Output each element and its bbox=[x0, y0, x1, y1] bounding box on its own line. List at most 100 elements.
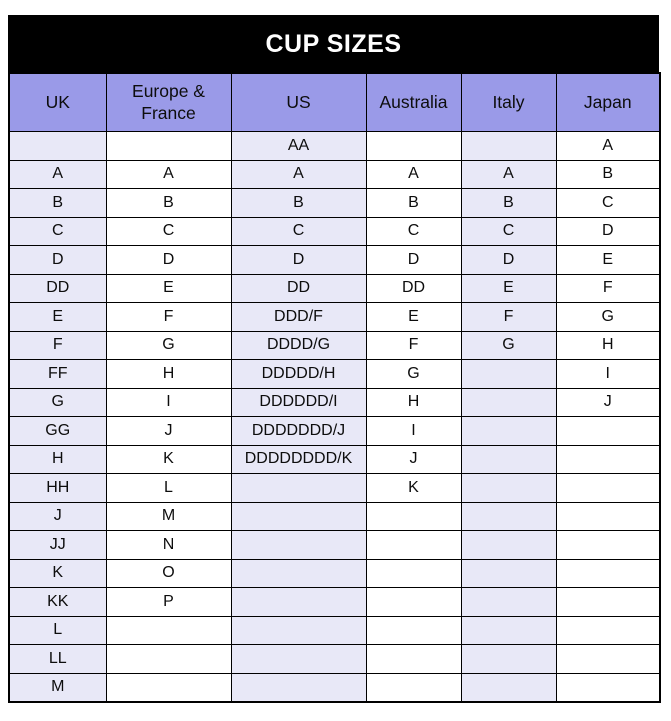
cell-uk-row13: HH bbox=[8, 473, 107, 503]
cell-australia-row1 bbox=[365, 131, 462, 161]
cell-italy-row16 bbox=[460, 558, 557, 588]
cell-us-row18 bbox=[230, 615, 367, 645]
cell-italy-row5: D bbox=[460, 245, 557, 275]
cell-us-row14 bbox=[230, 501, 367, 531]
cell-australia-row6: DD bbox=[365, 273, 462, 303]
cell-us-row12: DDDDDDDD/K bbox=[230, 444, 367, 474]
cell-australia-row14 bbox=[365, 501, 462, 531]
table-row: E F DDD/F E F G bbox=[8, 302, 661, 332]
cell-europe-france-row2: A bbox=[105, 159, 232, 189]
cell-europe-france-row9: H bbox=[105, 359, 232, 389]
cell-us-row19 bbox=[230, 644, 367, 674]
cell-japan-row9: I bbox=[555, 359, 661, 389]
cell-uk-row20: M bbox=[8, 672, 107, 703]
cell-europe-france-row18 bbox=[105, 615, 232, 645]
cell-uk-row18: L bbox=[8, 615, 107, 645]
cell-italy-row4: C bbox=[460, 216, 557, 246]
cell-europe-france-row6: E bbox=[105, 273, 232, 303]
cell-europe-france-row16: O bbox=[105, 558, 232, 588]
cell-italy-row10 bbox=[460, 387, 557, 417]
cell-uk-row11: GG bbox=[8, 416, 107, 446]
cell-uk-row16: K bbox=[8, 558, 107, 588]
table-row: M bbox=[8, 672, 661, 703]
cell-australia-row20 bbox=[365, 672, 462, 703]
cell-italy-row15 bbox=[460, 530, 557, 560]
cup-size-chart: CUP SIZES UK Europe & France US Australia It… bbox=[8, 15, 661, 703]
cell-italy-row18 bbox=[460, 615, 557, 645]
cell-japan-row18 bbox=[555, 615, 661, 645]
cell-australia-row7: E bbox=[365, 302, 462, 332]
cell-italy-row2: A bbox=[460, 159, 557, 189]
cell-uk-row10: G bbox=[8, 387, 107, 417]
cell-italy-row7: F bbox=[460, 302, 557, 332]
cell-australia-row5: D bbox=[365, 245, 462, 275]
cell-europe-france-row7: F bbox=[105, 302, 232, 332]
cell-japan-row7: G bbox=[555, 302, 661, 332]
cell-italy-row6: E bbox=[460, 273, 557, 303]
table-row: L bbox=[8, 615, 661, 645]
cell-us-row15 bbox=[230, 530, 367, 560]
cell-italy-row3: B bbox=[460, 188, 557, 218]
cell-uk-row15: JJ bbox=[8, 530, 107, 560]
column-header-australia: Australia bbox=[365, 72, 462, 132]
cell-italy-row17 bbox=[460, 587, 557, 617]
cup-size-table: UK Europe & France US Australia Italy Japan A… bbox=[8, 72, 661, 703]
cell-japan-row5: E bbox=[555, 245, 661, 275]
cell-us-row4: C bbox=[230, 216, 367, 246]
cell-us-row6: DD bbox=[230, 273, 367, 303]
cell-italy-row19 bbox=[460, 644, 557, 674]
cell-australia-row4: C bbox=[365, 216, 462, 246]
cell-europe-france-row11: J bbox=[105, 416, 232, 446]
cell-europe-france-row19 bbox=[105, 644, 232, 674]
cell-japan-row11 bbox=[555, 416, 661, 446]
cell-italy-row14 bbox=[460, 501, 557, 531]
cell-us-row17 bbox=[230, 587, 367, 617]
cell-us-row1: AA bbox=[230, 131, 367, 161]
cell-australia-row11: I bbox=[365, 416, 462, 446]
cell-japan-row20 bbox=[555, 672, 661, 703]
cell-europe-france-row15: N bbox=[105, 530, 232, 560]
cell-australia-row18 bbox=[365, 615, 462, 645]
column-header-europe-france: Europe & France bbox=[105, 72, 232, 132]
cell-australia-row19 bbox=[365, 644, 462, 674]
cell-japan-row15 bbox=[555, 530, 661, 560]
table-row: DD E DD DD E F bbox=[8, 273, 661, 303]
cell-italy-row20 bbox=[460, 672, 557, 703]
cell-europe-france-row8: G bbox=[105, 330, 232, 360]
cell-australia-row15 bbox=[365, 530, 462, 560]
cell-europe-france-row3: B bbox=[105, 188, 232, 218]
cell-us-row3: B bbox=[230, 188, 367, 218]
cell-australia-row2: A bbox=[365, 159, 462, 189]
cell-australia-row17 bbox=[365, 587, 462, 617]
cell-uk-row7: E bbox=[8, 302, 107, 332]
cell-europe-france-row4: C bbox=[105, 216, 232, 246]
table-row: AA A bbox=[8, 131, 661, 161]
cell-europe-france-row13: L bbox=[105, 473, 232, 503]
cell-japan-row17 bbox=[555, 587, 661, 617]
cell-europe-france-row14: M bbox=[105, 501, 232, 531]
cell-australia-row12: J bbox=[365, 444, 462, 474]
cell-japan-row1: A bbox=[555, 131, 661, 161]
cell-europe-france-row10: I bbox=[105, 387, 232, 417]
column-header-uk: UK bbox=[8, 72, 107, 132]
cell-japan-row4: D bbox=[555, 216, 661, 246]
cell-europe-france-row12: K bbox=[105, 444, 232, 474]
cell-japan-row10: J bbox=[555, 387, 661, 417]
cell-us-row2: A bbox=[230, 159, 367, 189]
cell-us-row16 bbox=[230, 558, 367, 588]
cell-uk-row4: C bbox=[8, 216, 107, 246]
cell-us-row9: DDDDD/H bbox=[230, 359, 367, 389]
cell-uk-row3: B bbox=[8, 188, 107, 218]
cell-us-row10: DDDDDD/I bbox=[230, 387, 367, 417]
cell-italy-row1 bbox=[460, 131, 557, 161]
cell-italy-row12 bbox=[460, 444, 557, 474]
cell-uk-row8: F bbox=[8, 330, 107, 360]
cell-japan-row14 bbox=[555, 501, 661, 531]
table-row: KK P bbox=[8, 587, 661, 617]
cell-uk-row9: FF bbox=[8, 359, 107, 389]
cell-japan-row19 bbox=[555, 644, 661, 674]
